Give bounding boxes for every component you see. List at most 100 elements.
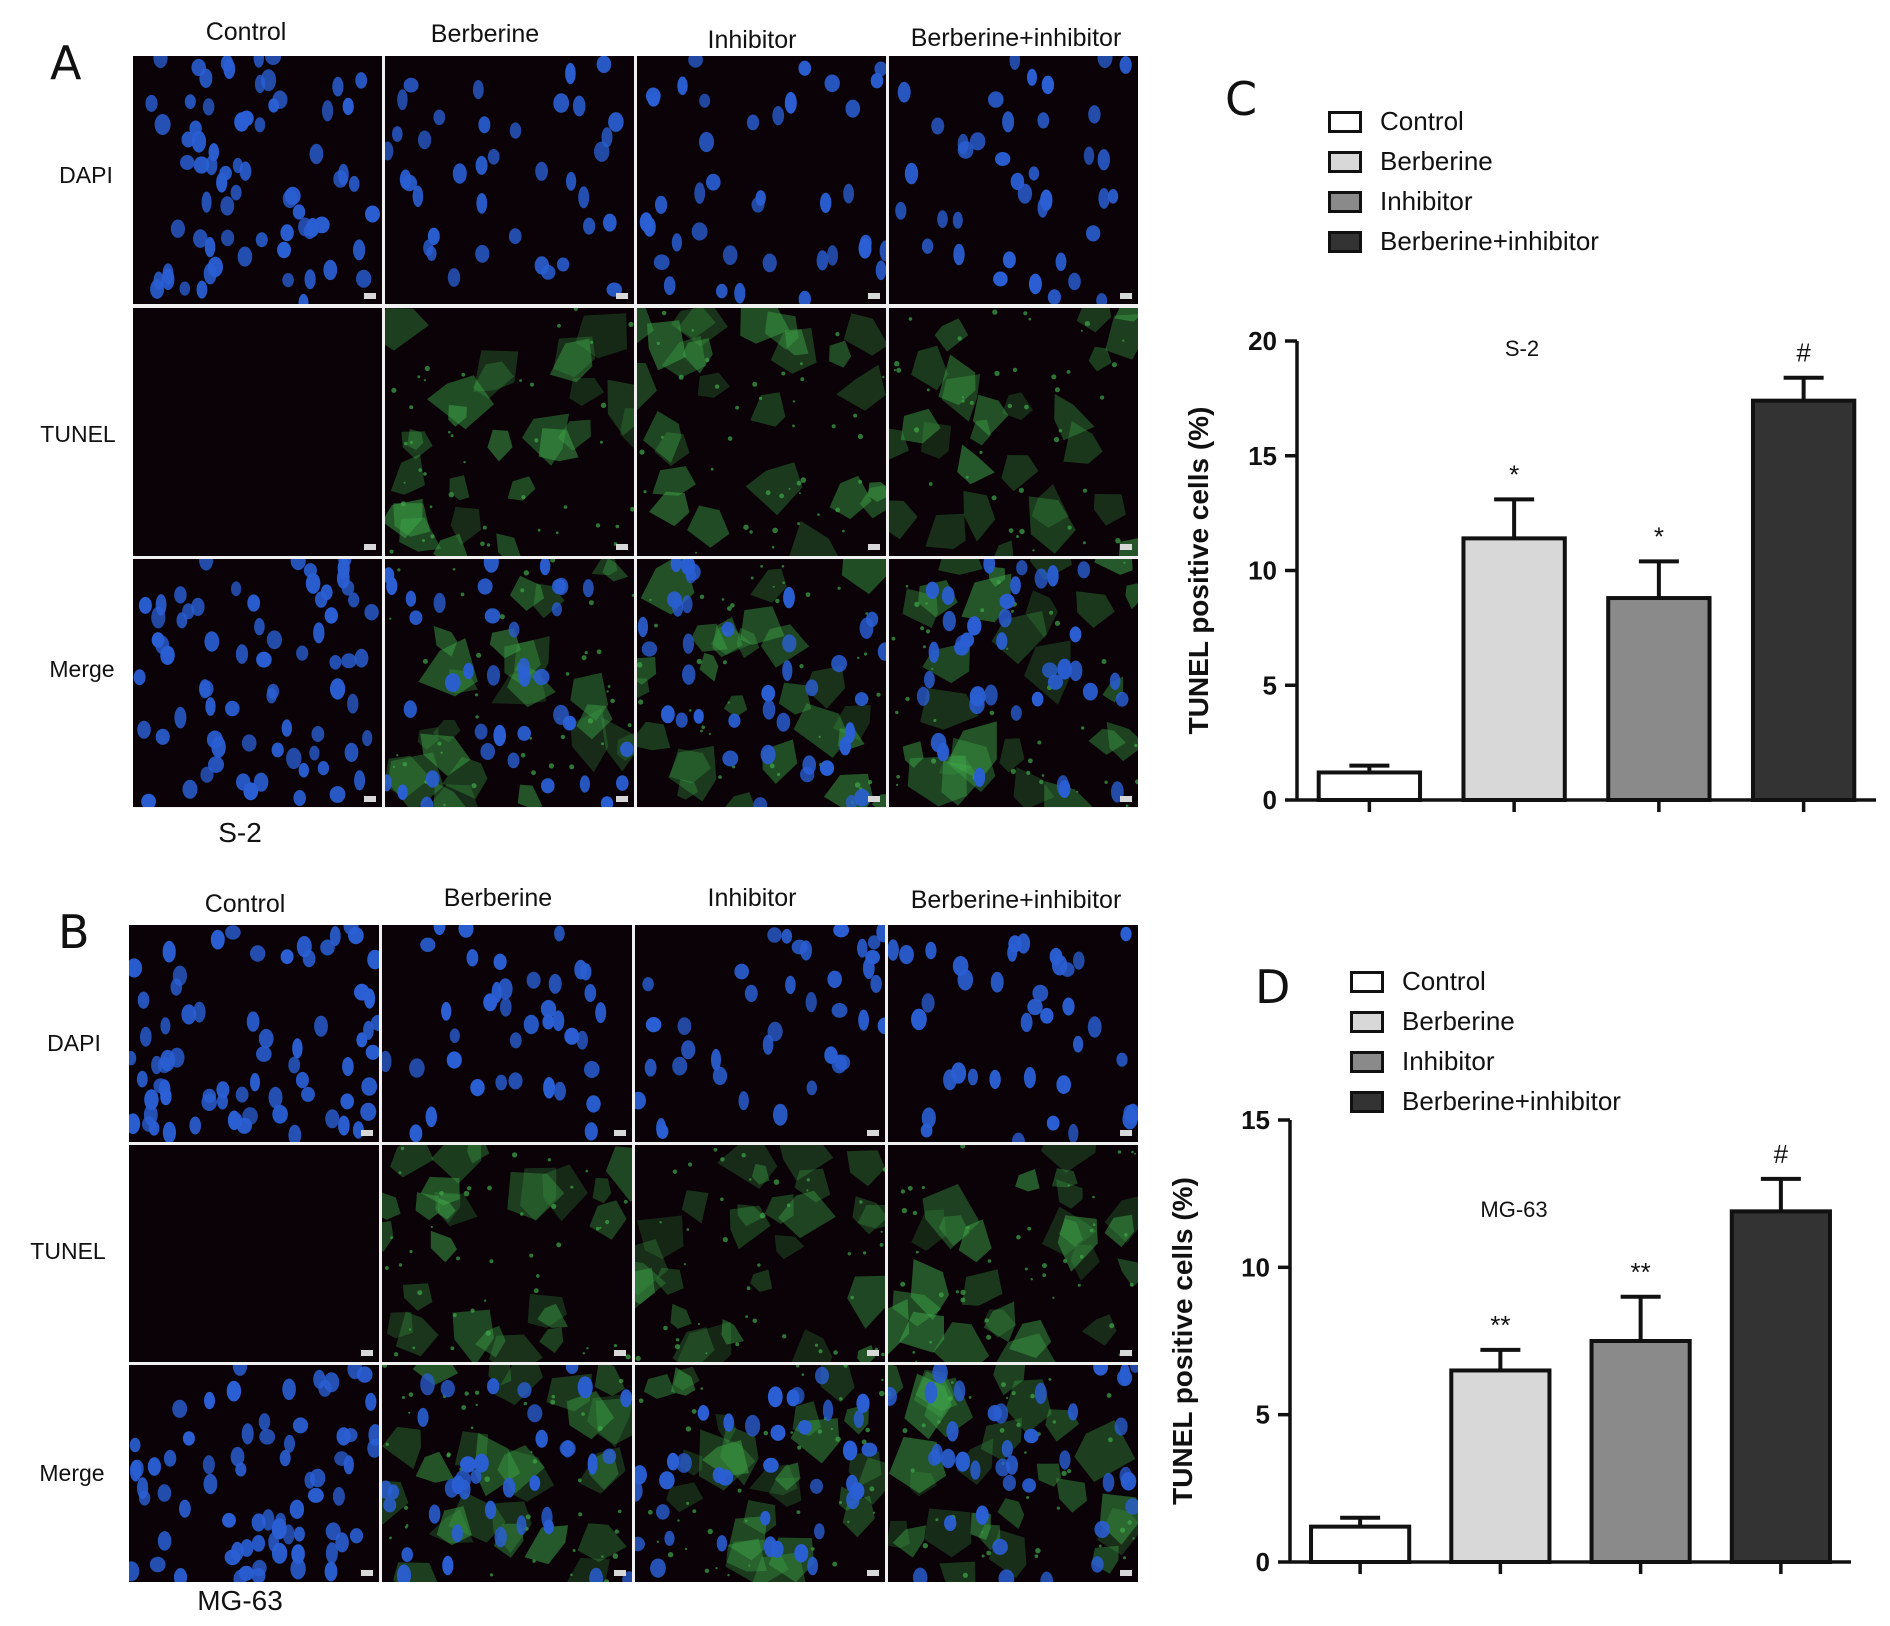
legend-swatch (1350, 1090, 1384, 1113)
panel-b-row-label: Merge (39, 1460, 105, 1486)
legend-label: Berberine+inhibitor (1402, 1086, 1621, 1116)
micrograph-tile (382, 925, 632, 1142)
scale-bar (868, 796, 880, 802)
y-tick-label: 15 (1248, 441, 1277, 471)
legend-label: Control (1402, 966, 1486, 996)
micrograph-tile (129, 1365, 379, 1582)
scale-bar (1120, 796, 1132, 802)
significance-marker: * (1654, 521, 1664, 551)
micrograph-tile (888, 1365, 1138, 1582)
legend-item: Berberine+inhibitor (1328, 226, 1599, 257)
legend-item: Inhibitor (1328, 186, 1473, 217)
micrograph-tile (133, 56, 382, 305)
micrograph-tile (637, 559, 886, 808)
bar (1461, 536, 1567, 802)
legend-swatch (1350, 1010, 1384, 1033)
y-axis-label: TUNEL positive cells (%) (1167, 1177, 1198, 1505)
legend-swatch (1350, 1050, 1384, 1073)
scale-bar (614, 1570, 626, 1576)
micrograph-tile (129, 925, 379, 1142)
micrograph-tile (129, 1145, 379, 1362)
panel-a-column-label: Berberine+inhibitor (910, 24, 1122, 52)
legend-swatch (1328, 110, 1362, 133)
panel-b-column-label: Control (204, 890, 286, 918)
scale-bar (616, 292, 628, 299)
micrograph-tile (635, 925, 885, 1142)
legend-label: Control (1380, 106, 1464, 136)
bar (1449, 1368, 1552, 1565)
bar (1589, 1339, 1692, 1564)
panel-a-column-label: Berberine (430, 20, 540, 48)
panel-b-letter: B (58, 905, 90, 959)
y-axis-label: TUNEL positive cells (%) (1183, 407, 1214, 735)
panel-b-column-label: Berberine+inhibitor (910, 886, 1122, 914)
micrograph-tile (385, 56, 634, 305)
scale-bar (614, 1130, 626, 1136)
panel-a-row-label: DAPI (59, 162, 113, 188)
scale-bar (616, 796, 628, 802)
legend-item: Control (1328, 106, 1464, 137)
panel-b-cell-line-label: MG-63 (197, 1585, 283, 1616)
scale-bar (1120, 544, 1132, 551)
micrograph-tile (637, 56, 886, 305)
bar (1309, 1524, 1412, 1565)
significance-marker: # (1774, 1139, 1789, 1169)
panel-a-row-label: TUNEL (40, 421, 116, 447)
scale-bar (1120, 292, 1132, 299)
panel-a-cell-line-label: S-2 (218, 817, 262, 848)
bar (1750, 398, 1857, 802)
scale-bar (867, 1570, 879, 1576)
micrograph-tile (133, 307, 382, 557)
chart-title: S-2 (1505, 336, 1539, 361)
legend-item: Control (1350, 966, 1486, 997)
significance-marker: ** (1490, 1310, 1510, 1340)
chart-title: MG-63 (1480, 1197, 1547, 1222)
scale-bar (364, 544, 376, 551)
legend-item: Berberine (1350, 1006, 1515, 1037)
scale-bar (361, 1130, 373, 1136)
panel-b-column-label: Berberine (443, 884, 553, 912)
panel-a-micrograph-grid (133, 56, 1138, 808)
micrograph-tile (637, 307, 886, 557)
micrograph-tile (382, 1365, 632, 1582)
scale-bar (361, 1350, 373, 1356)
micrograph-tile (635, 1145, 885, 1362)
legend-swatch (1328, 230, 1362, 253)
panel-b-row-label: TUNEL (30, 1238, 106, 1264)
micrograph-tile (889, 56, 1138, 305)
scale-bar (1120, 1570, 1132, 1576)
bar (1316, 770, 1423, 803)
micrograph-tile (133, 559, 382, 808)
y-tick-label: 10 (1248, 556, 1277, 586)
legend-label: Inhibitor (1402, 1046, 1495, 1076)
scale-bar (1120, 1130, 1132, 1136)
scale-bar (868, 292, 880, 299)
micrograph-tile (888, 925, 1138, 1142)
panel-a-column-label: Inhibitor (707, 26, 797, 54)
y-tick-label: 0 (1256, 1547, 1270, 1577)
significance-marker: * (1509, 459, 1519, 489)
panel-a-row-label: Merge (49, 656, 115, 682)
scale-bar (614, 1350, 626, 1356)
panel-b-micrograph-grid (129, 925, 1138, 1582)
legend-label: Inhibitor (1380, 186, 1473, 216)
scale-bar (361, 1570, 373, 1576)
scale-bar (364, 292, 376, 299)
scale-bar (867, 1350, 879, 1356)
scale-bar (364, 796, 376, 802)
legend-label: Berberine (1380, 146, 1493, 176)
y-tick-label: 15 (1241, 1105, 1270, 1135)
scale-bar (867, 1130, 879, 1136)
micrograph-tile (888, 1145, 1138, 1362)
significance-marker: # (1796, 338, 1811, 368)
bar (1729, 1209, 1832, 1564)
panel-b-row-label: DAPI (47, 1030, 101, 1056)
y-tick-label: 5 (1263, 670, 1277, 700)
legend-item: Berberine+inhibitor (1350, 1086, 1621, 1117)
micrograph-tile (889, 559, 1138, 808)
micrograph-tile (382, 1145, 632, 1362)
y-tick-label: 0 (1263, 785, 1277, 815)
micrograph-tile (635, 1365, 885, 1582)
legend-item: Inhibitor (1350, 1046, 1495, 1077)
